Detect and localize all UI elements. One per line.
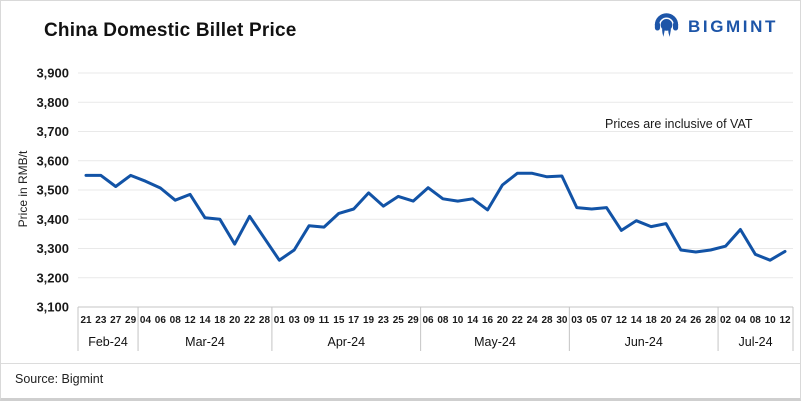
day-tick-label: 14: [467, 315, 479, 326]
vat-annotation: Prices are inclusive of VAT: [605, 117, 753, 131]
y-tick-label: 3,700: [36, 124, 69, 139]
day-tick-label: 02: [720, 315, 732, 326]
day-tick-label: 28: [259, 315, 271, 326]
day-tick-label: 22: [512, 315, 524, 326]
day-tick-label: 23: [95, 315, 107, 326]
day-tick-label: 29: [408, 315, 420, 326]
day-tick-label: 01: [274, 315, 286, 326]
day-tick-label: 12: [616, 315, 628, 326]
day-tick-label: 28: [541, 315, 553, 326]
day-tick-label: 24: [675, 315, 687, 326]
y-axis-title: Price in RMB/t: [16, 150, 30, 228]
day-tick-label: 30: [556, 315, 568, 326]
day-tick-label: 18: [214, 315, 226, 326]
month-label: Jun-24: [625, 335, 663, 349]
day-tick-label: 14: [631, 315, 643, 326]
month-label: Mar-24: [185, 335, 225, 349]
bigmint-person-headphones-icon: [651, 8, 682, 45]
day-tick-label: 23: [378, 315, 390, 326]
month-label: Feb-24: [88, 335, 128, 349]
day-tick-label: 27: [110, 315, 122, 326]
day-tick-label: 16: [482, 315, 494, 326]
y-tick-label: 3,300: [36, 241, 69, 256]
day-tick-label: 25: [393, 315, 405, 326]
y-tick-label: 3,500: [36, 183, 69, 198]
day-tick-label: 09: [304, 315, 316, 326]
day-tick-label: 20: [660, 315, 672, 326]
brand-logo: BIGMINT: [651, 8, 778, 45]
month-label: May-24: [474, 335, 516, 349]
source-caption: Source: Bigmint: [15, 372, 104, 386]
month-label: Apr-24: [328, 335, 366, 349]
chart-title: China Domestic Billet Price: [44, 20, 297, 41]
y-tick-label: 3,100: [36, 300, 69, 315]
day-tick-label: 15: [333, 315, 345, 326]
day-tick-label: 03: [289, 315, 301, 326]
day-tick-label: 29: [125, 315, 137, 326]
day-tick-label: 03: [571, 315, 583, 326]
footer-divider: [1, 363, 800, 364]
day-tick-label: 18: [646, 315, 658, 326]
day-tick-label: 08: [750, 315, 762, 326]
y-tick-label: 3,400: [36, 212, 69, 227]
day-tick-label: 26: [690, 315, 702, 326]
day-tick-label: 20: [229, 315, 241, 326]
day-tick-label: 08: [437, 315, 449, 326]
day-tick-label: 04: [735, 315, 747, 326]
brand-name: BIGMINT: [688, 16, 778, 36]
day-tick-label: 07: [601, 315, 613, 326]
y-tick-label: 3,900: [36, 66, 69, 81]
day-tick-label: 08: [170, 315, 182, 326]
day-tick-label: 20: [497, 315, 509, 326]
day-tick-label: 22: [244, 315, 256, 326]
y-tick-label: 3,800: [36, 95, 69, 110]
day-tick-label: 10: [452, 315, 464, 326]
month-label: Jul-24: [739, 335, 773, 349]
y-tick-label: 3,200: [36, 270, 69, 285]
day-tick-label: 12: [185, 315, 197, 326]
day-tick-label: 12: [779, 315, 791, 326]
day-tick-label: 10: [765, 315, 777, 326]
day-tick-label: 14: [199, 315, 211, 326]
day-tick-label: 17: [348, 315, 360, 326]
day-tick-label: 24: [527, 315, 539, 326]
day-tick-label: 06: [155, 315, 167, 326]
day-tick-label: 28: [705, 315, 717, 326]
day-tick-label: 04: [140, 315, 152, 326]
day-tick-label: 05: [586, 315, 598, 326]
day-tick-label: 21: [80, 315, 92, 326]
day-tick-label: 06: [423, 315, 435, 326]
y-tick-label: 3,600: [36, 153, 69, 168]
price-line: [84, 171, 787, 262]
day-tick-label: 19: [363, 315, 375, 326]
day-tick-label: 11: [319, 315, 330, 326]
